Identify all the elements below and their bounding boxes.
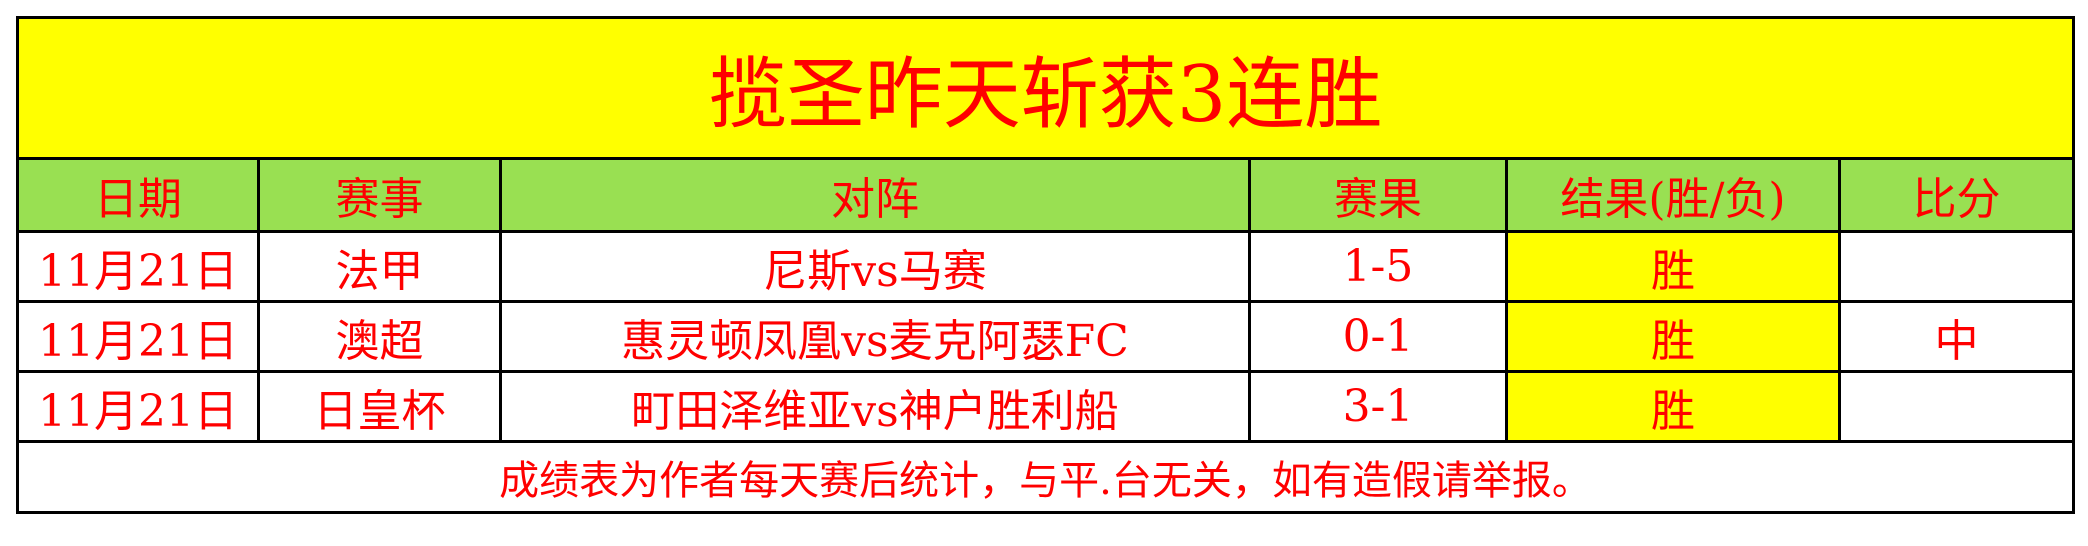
cell-score: 1-5 xyxy=(1248,230,1508,303)
table-row: 11月21日 日皇杯 町田泽维亚vs神户胜利船 3-1 胜 xyxy=(16,370,2076,443)
cell-date: 11月21日 xyxy=(16,230,260,303)
table-title: 揽圣昨天斩获3连胜 xyxy=(15,16,2076,160)
footer-note: 成绩表为作者每天赛后统计，与平.台无关，如有造假请举报。 xyxy=(15,440,2076,514)
table-row: 11月21日 澳超 惠灵顿凤凰vs麦克阿瑟FC 0-1 胜 中 xyxy=(16,300,2076,373)
cell-league: 澳超 xyxy=(257,300,502,373)
header-row: 日期 赛事 对阵 赛果 结果(胜/负) 比分 xyxy=(16,157,2076,233)
cell-bifen xyxy=(1837,230,2076,303)
cell-bifen: 中 xyxy=(1837,300,2076,373)
cell-match: 町田泽维亚vs神户胜利船 xyxy=(499,370,1251,443)
cell-league: 日皇杯 xyxy=(257,370,502,443)
cell-result: 胜 xyxy=(1505,370,1841,443)
cell-league: 法甲 xyxy=(257,230,502,303)
cell-score: 0-1 xyxy=(1248,300,1508,373)
header-score: 赛果 xyxy=(1248,157,1508,233)
cell-date: 11月21日 xyxy=(16,300,260,373)
table-row: 11月21日 法甲 尼斯vs马赛 1-5 胜 xyxy=(16,230,2076,303)
header-match: 对阵 xyxy=(499,157,1251,233)
header-result: 结果(胜/负) xyxy=(1505,157,1841,233)
cell-result: 胜 xyxy=(1505,230,1841,303)
results-table: 揽圣昨天斩获3连胜 日期 赛事 对阵 赛果 结果(胜/负) 比分 11月21日 … xyxy=(15,16,2076,514)
header-league: 赛事 xyxy=(257,157,502,233)
cell-date: 11月21日 xyxy=(16,370,260,443)
cell-bifen xyxy=(1837,370,2076,443)
cell-score: 3-1 xyxy=(1248,370,1508,443)
cell-match: 尼斯vs马赛 xyxy=(499,230,1251,303)
cell-match: 惠灵顿凤凰vs麦克阿瑟FC xyxy=(499,300,1251,373)
cell-result: 胜 xyxy=(1505,300,1841,373)
header-bifen: 比分 xyxy=(1837,157,2076,233)
header-date: 日期 xyxy=(16,157,260,233)
